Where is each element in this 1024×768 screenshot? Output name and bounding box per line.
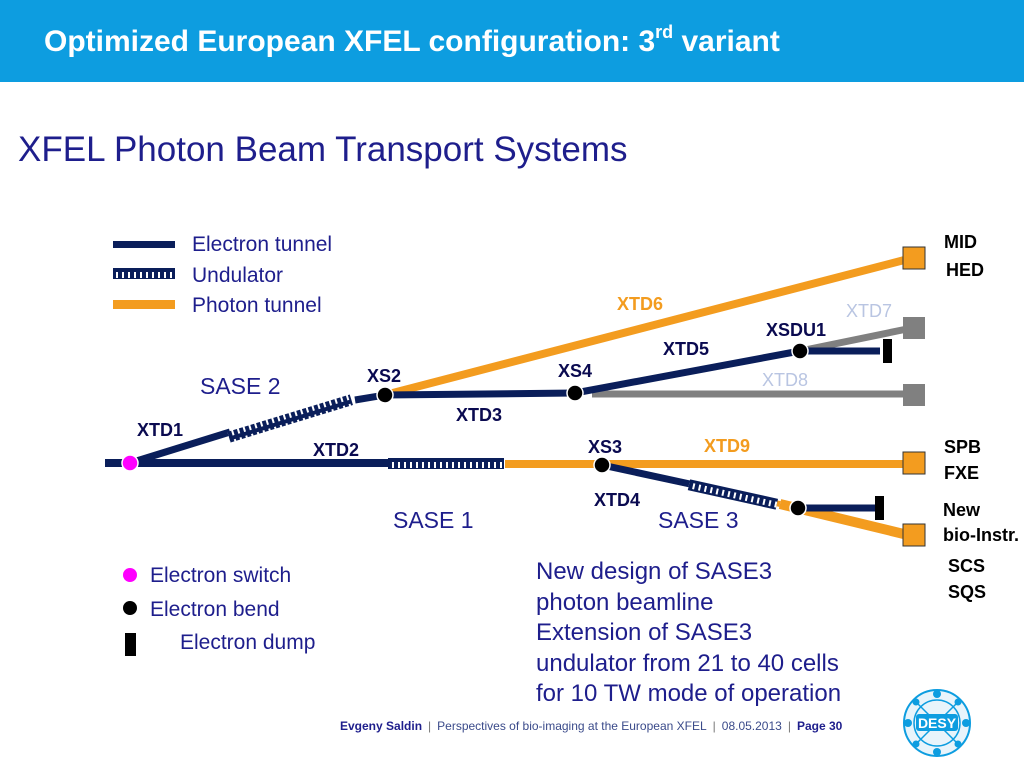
logo-text: DESY xyxy=(918,715,957,731)
footer: Evgeny Saldin | Perspectives of bio-imagin… xyxy=(340,719,843,733)
xtd6-line xyxy=(383,254,914,399)
legend-dump-symbol xyxy=(125,633,136,656)
legend-electron-tunnel-label: Electron tunnel xyxy=(192,233,333,256)
xsdu1-bend xyxy=(791,342,809,360)
sase1-undulator xyxy=(388,458,504,469)
legend-switch-label: Electron switch xyxy=(150,564,292,587)
slide-title: Optimized European XFEL configuration: 3… xyxy=(44,22,780,58)
note-line: Extension of SASE3 xyxy=(536,619,753,646)
xs3-bend xyxy=(593,456,611,474)
legend-switch-symbol xyxy=(123,568,137,582)
note-line: for 10 TW mode of operation xyxy=(536,680,842,707)
xs4-bend xyxy=(566,384,584,402)
instrument-scs: SCS xyxy=(948,556,986,576)
note-line: New design of SASE3 xyxy=(536,558,773,585)
xtd7-label: XTD7 xyxy=(846,301,893,321)
xtd5-line xyxy=(574,347,801,397)
legend-bend-symbol xyxy=(123,601,137,615)
instrument-mid: MID xyxy=(944,232,977,252)
xtd3-label: XTD3 xyxy=(456,405,503,425)
xtd4-line xyxy=(601,461,691,488)
bio-instr-station xyxy=(902,523,926,547)
xtd4-label: XTD4 xyxy=(594,490,641,510)
sase3-label: SASE 3 xyxy=(658,507,739,533)
xtd1-line xyxy=(128,428,232,467)
sase3-dump xyxy=(875,496,884,520)
xs2-bend xyxy=(376,386,394,404)
slide-subtitle: XFEL Photon Beam Transport Systems xyxy=(18,130,628,169)
note-line: undulator from 21 to 40 cells xyxy=(536,649,839,677)
xtd5-label: XTD5 xyxy=(663,339,710,359)
electron-switch-node xyxy=(121,454,139,472)
xtd8-station xyxy=(903,384,925,406)
xtd8-label: XTD8 xyxy=(762,370,809,390)
header-bar: Optimized European XFEL configuration: 3… xyxy=(0,0,1024,82)
xtd7-line xyxy=(799,324,913,355)
footer-date: 08.05.2013 xyxy=(721,719,782,733)
instrument-sqs: SQS xyxy=(948,582,987,602)
instrument-bio: bio-Instr. xyxy=(943,525,1019,545)
sase2-undulator xyxy=(227,394,353,443)
xtd7-station xyxy=(903,317,925,339)
instrument-hed: HED xyxy=(946,260,985,280)
xtd1-label: XTD1 xyxy=(137,420,184,440)
xtd2-label: XTD2 xyxy=(313,440,360,460)
spb-fxe-station xyxy=(902,451,926,475)
xs2-label: XS2 xyxy=(367,366,402,386)
xsdu1-label: XSDU1 xyxy=(766,320,827,340)
sase3-bend xyxy=(789,499,807,517)
xtd9-label: XTD9 xyxy=(704,436,751,456)
footer-page: Page 30 xyxy=(796,719,843,733)
sase2-label: SASE 2 xyxy=(200,373,281,399)
legend-dump-label: Electron dump xyxy=(180,631,316,654)
xs3-label: XS3 xyxy=(588,437,623,457)
instrument-fxe: FXE xyxy=(944,463,980,483)
instrument-spb: SPB xyxy=(944,437,982,457)
legend-electron-tunnel-symbol xyxy=(113,241,175,248)
legend-undulator-label: Undulator xyxy=(192,264,284,287)
footer-author: Evgeny Saldin xyxy=(340,719,423,733)
legend-photon-tunnel-label: Photon tunnel xyxy=(192,294,322,317)
design-note: New design of SASE3 photon beamline Exte… xyxy=(536,557,841,710)
sase3-undulator xyxy=(687,479,779,510)
xtd3-line xyxy=(384,389,576,399)
legend-photon-tunnel-symbol xyxy=(113,300,175,309)
sase1-label: SASE 1 xyxy=(393,507,474,533)
note-line: photon beamline xyxy=(536,588,714,616)
mid-hed-station xyxy=(902,246,926,270)
legend-bend-label: Electron bend xyxy=(150,598,280,621)
desy-logo-icon: DESY xyxy=(903,689,971,757)
xs4-label: XS4 xyxy=(558,361,593,381)
xsdu1-dump xyxy=(883,339,892,363)
legend-undulator-symbol xyxy=(113,268,175,279)
instrument-new: New xyxy=(943,500,981,520)
xtd6-label: XTD6 xyxy=(617,294,664,314)
footer-talk: Perspectives of bio-imaging at the Europ… xyxy=(437,719,707,733)
